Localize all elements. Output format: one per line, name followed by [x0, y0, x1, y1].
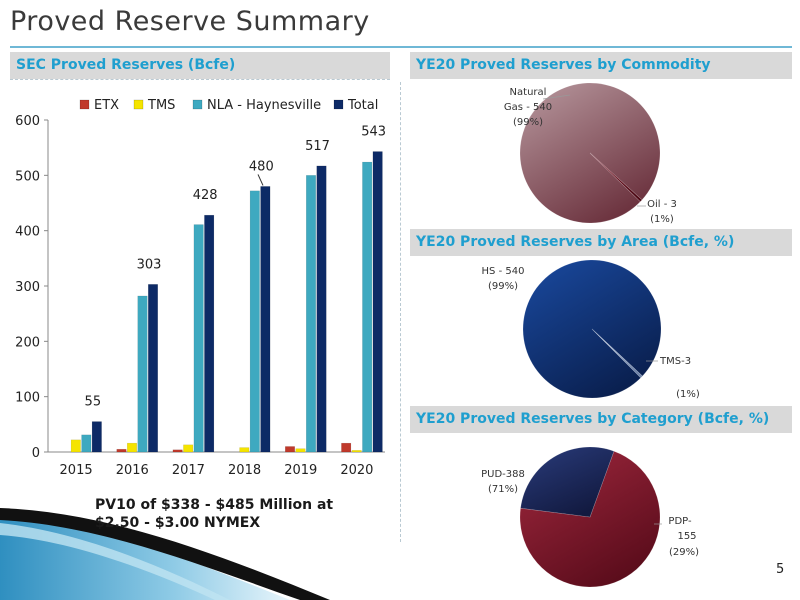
bar-etx: [285, 446, 295, 453]
pie-slice-label: (29%): [669, 547, 699, 558]
bar-tms: [70, 439, 81, 453]
pie-slice-label: Gas - 540: [504, 102, 552, 113]
bar-nla-haynesville: [306, 175, 316, 453]
slide-title: Proved Reserve Summary: [10, 6, 370, 37]
legend-swatch: [133, 99, 144, 110]
pie-slice-label: PDP-: [668, 516, 692, 527]
bar-etx: [116, 448, 127, 453]
total-data-label: 428: [193, 188, 218, 203]
pie-slice: [591, 328, 643, 379]
pie-slice: [520, 446, 615, 518]
bar-tms: [239, 447, 250, 453]
legend-label: ETX: [94, 98, 119, 113]
legend-swatch: [192, 99, 203, 110]
pie-slice-label: (1%): [676, 389, 700, 400]
legend-swatch: [333, 99, 344, 110]
pie-slice: [589, 152, 643, 203]
y-tick-label: 400: [15, 225, 40, 240]
bar-total: [148, 284, 158, 453]
category-pie-chart: PUD-388 (71%) PDP- 155 (29%): [481, 446, 699, 588]
pie-slice-label: (1%): [650, 214, 674, 225]
pv10-line-1: PV10 of $338 - $485 Million at: [95, 497, 334, 513]
category-pie-title: YE20 Proved Reserves by Category (Bcfe, …: [410, 406, 792, 433]
bar-nla-haynesville: [81, 434, 92, 453]
bar-total: [204, 214, 215, 453]
bar-chart-title: SEC Proved Reserves (Bcfe): [10, 52, 390, 79]
bar-total: [316, 165, 327, 453]
bar-tms: [183, 444, 194, 453]
pie-slice-label: PUD-388: [481, 469, 525, 480]
panel-divider: [400, 82, 401, 542]
pie-slice: [519, 82, 661, 224]
total-data-label: 517: [305, 139, 330, 154]
panel-divider-horizontal: [10, 79, 390, 80]
bar-nla-haynesville: [249, 190, 260, 453]
y-tick-label: 600: [15, 114, 40, 129]
bar-tms: [295, 448, 306, 453]
data-label-leader: [257, 174, 264, 186]
bar-tms: [127, 442, 137, 453]
bar-nla-haynesville: [137, 295, 148, 453]
commodity-pie-chart: Natural Gas - 540 (99%) Oil - 3 (1%): [504, 82, 677, 225]
x-tick-label: 2020: [340, 463, 373, 478]
title-rule: [10, 46, 792, 48]
pie-slice-label: TMS-3: [659, 356, 691, 367]
pie-label-leader: [542, 94, 571, 100]
bar-etx: [172, 449, 183, 453]
pie-slice-label: 155: [677, 531, 696, 542]
page-number: 5: [776, 562, 785, 577]
legend-label: TMS: [147, 98, 175, 113]
pv10-line-2: $2.50 - $3.00 NYMEX: [95, 515, 261, 531]
x-tick-label: 2016: [116, 463, 149, 478]
legend-label: Total: [347, 98, 378, 113]
bar-total: [260, 186, 271, 453]
bar-total: [91, 421, 102, 453]
y-tick-label: 300: [15, 280, 40, 295]
area-pie-chart: HS - 540 (99%) TMS-3 (1%): [482, 259, 700, 400]
total-data-label: 480: [249, 159, 274, 174]
area-pie-title: YE20 Proved Reserves by Area (Bcfe, %): [410, 229, 792, 256]
pie-slice-label: HS - 540: [482, 266, 525, 277]
y-tick-label: 0: [32, 446, 40, 461]
pie-slice-label: Oil - 3: [647, 199, 677, 210]
x-tick-label: 2019: [284, 463, 317, 478]
pie-slice-label: (99%): [488, 281, 518, 292]
pie-slice: [522, 259, 662, 399]
bar-nla-haynesville: [362, 161, 373, 453]
bar-etx: [341, 442, 352, 453]
y-tick-label: 200: [15, 335, 40, 350]
pie-slice-label: (71%): [488, 484, 518, 495]
bar-nla-haynesville: [193, 224, 204, 453]
x-tick-label: 2015: [60, 463, 93, 478]
x-tick-label: 2018: [228, 463, 261, 478]
pie-slice-label: (99%): [513, 117, 543, 128]
legend-label: NLA - Haynesville: [207, 98, 321, 113]
commodity-pie-title: YE20 Proved Reserves by Commodity: [410, 52, 792, 79]
total-data-label: 303: [137, 257, 162, 272]
bar-tms: [351, 450, 362, 453]
legend-swatch: [79, 99, 90, 110]
total-data-label: 543: [361, 125, 386, 140]
y-tick-label: 500: [15, 169, 40, 184]
x-tick-label: 2017: [172, 463, 205, 478]
pie-slice: [519, 450, 661, 588]
bar-chart: 0 100 200 300 400 500 600 55 2015 303 2016 428 2017 4…: [15, 98, 386, 478]
pie-slice-label: Natural: [510, 87, 547, 98]
bar-total: [372, 151, 383, 453]
total-data-label: 55: [85, 395, 102, 410]
pv10-note: PV10 of $338 - $485 Million at $2.50 - $…: [95, 496, 333, 532]
y-tick-label: 100: [15, 391, 40, 406]
